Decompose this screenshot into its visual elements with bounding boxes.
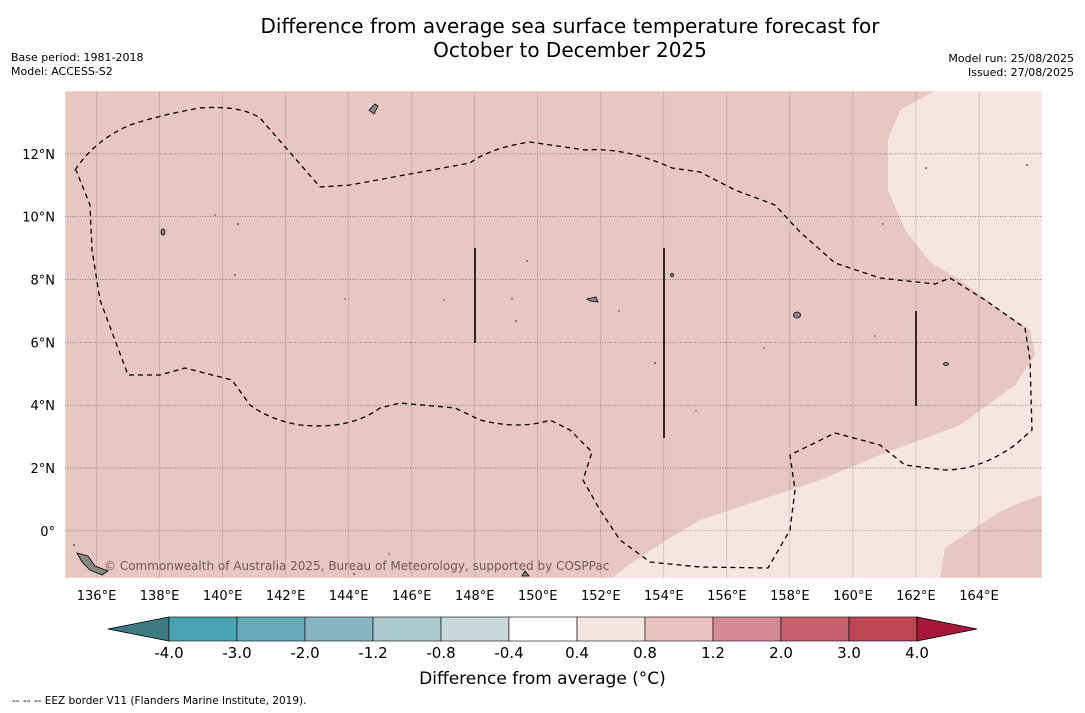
model-run: Model run: 25/08/2025 — [948, 52, 1074, 65]
copyright-watermark: © Commonwealth of Australia 2025, Bureau… — [104, 559, 609, 573]
lon-label: 146°E — [392, 589, 432, 604]
island-manus — [76, 552, 109, 576]
map-frame — [64, 90, 1043, 579]
lat-label: 12°N — [22, 148, 55, 163]
colorbar-tick-label: 1.2 — [701, 644, 725, 662]
colorbar-tick-label: -0.8 — [426, 644, 455, 662]
colorbar: -4.0 -3.0 -2.0 -1.2 -0.8 -0.4 0.4 0.8 1.2 2.0 3.0 4… — [107, 616, 978, 662]
colorbar-tick-label: 2.0 — [769, 644, 793, 662]
issued-date: Issued: 27/08/2025 — [967, 66, 1074, 79]
model-name: Model: ACCESS-S2 — [11, 65, 113, 78]
lat-label: 10°N — [22, 211, 55, 226]
lon-label: 160°E — [833, 589, 873, 604]
lon-label: 142°E — [266, 589, 306, 604]
lon-label: 154°E — [644, 589, 684, 604]
title-line-1: Difference from average sea surface temp… — [260, 14, 880, 38]
colorbar-swatch — [508, 616, 578, 642]
map-plot-area — [65, 91, 1042, 578]
island — [670, 273, 674, 277]
eez-border-eastern — [75, 169, 1033, 569]
eez-border-western — [74, 106, 951, 285]
island — [793, 311, 801, 319]
lon-label: 144°E — [329, 589, 369, 604]
colorbar-swatch — [848, 616, 918, 642]
colorbar-swatch — [576, 616, 646, 642]
colorbar-swatch — [712, 616, 782, 642]
map-title: Difference from average sea surface temp… — [0, 14, 1085, 62]
colorbar-tick-label: 3.0 — [837, 644, 861, 662]
meta-left: Base period: 1981-2018 Model: ACCESS-S2 — [11, 51, 143, 79]
colorbar-tick-label: 0.8 — [633, 644, 657, 662]
lon-label: 158°E — [770, 589, 810, 604]
lon-label: 140°E — [203, 589, 243, 604]
colorbar-tick-label: 0.4 — [565, 644, 589, 662]
lon-label: 164°E — [959, 589, 999, 604]
latitude-labels: 12°N 10°N 8°N 6°N 4°N 2°N 0° — [22, 148, 55, 540]
lat-label: 6°N — [31, 336, 56, 351]
colorbar-tick-label: -3.0 — [222, 644, 251, 662]
longitude-labels: 136°E 138°E 140°E 142°E 144°E 146°E 148°E 150°E… — [77, 589, 999, 604]
base-period: Base period: 1981-2018 — [11, 51, 144, 64]
lat-label: 0° — [40, 525, 55, 540]
colorbar-swatch — [780, 616, 850, 642]
lat-label: 4°N — [31, 399, 56, 414]
colorbar-tick-label: -4.0 — [154, 644, 183, 662]
island — [943, 362, 949, 366]
anomaly-region-0.4-0.8 — [612, 91, 1042, 578]
lat-label: 2°N — [31, 462, 56, 477]
meta-right: Model run: 25/08/2025 Issued: 27/08/2025 — [948, 52, 1074, 80]
colorbar-swatch — [644, 616, 714, 642]
colorbar-tick-label: -1.2 — [358, 644, 387, 662]
eez-legend-note: -- -- -- EEZ border V11 (Flanders Marine… — [12, 695, 307, 707]
island — [160, 228, 166, 236]
colorbar-tick-label: -0.4 — [494, 644, 523, 662]
colorbar-swatch — [440, 616, 510, 642]
atolls — [73, 164, 1028, 575]
colorbar-swatch — [236, 616, 306, 642]
colorbar-extend-high — [916, 616, 978, 642]
colorbar-extend-low — [107, 616, 170, 642]
lon-label: 156°E — [707, 589, 747, 604]
island — [585, 296, 599, 303]
lon-label: 152°E — [581, 589, 621, 604]
colorbar-swatch — [304, 616, 374, 642]
colorbar-title: Difference from average (°C) — [419, 669, 666, 689]
colorbar-swatch — [168, 616, 238, 642]
colorbar-tick-label: 4.0 — [905, 644, 929, 662]
islands — [76, 103, 949, 577]
colorbar-tick-label: -2.0 — [290, 644, 319, 662]
lon-label: 162°E — [896, 589, 936, 604]
lat-label: 8°N — [31, 274, 56, 289]
lon-label: 150°E — [518, 589, 558, 604]
colorbar-swatch — [372, 616, 442, 642]
lon-label: 138°E — [140, 589, 180, 604]
island — [368, 103, 379, 115]
lon-label: 148°E — [455, 589, 495, 604]
lon-label: 136°E — [77, 589, 117, 604]
island — [521, 570, 530, 577]
title-line-2: October to December 2025 — [433, 38, 707, 62]
